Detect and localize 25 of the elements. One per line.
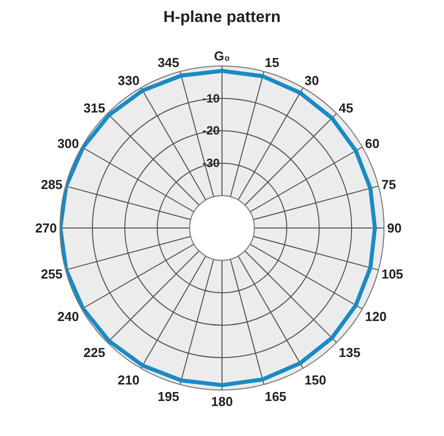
spoke-label: 300	[57, 136, 80, 152]
spoke-label: 195	[158, 389, 180, 404]
spoke-label: 165	[264, 389, 286, 404]
chart-title: H-plane pattern	[163, 9, 281, 26]
spoke-label: 30	[304, 73, 320, 88]
spoke-label: 330	[118, 73, 140, 88]
spoke-label: 315	[84, 100, 106, 116]
spoke-label: 255	[40, 266, 63, 282]
spoke-label: 90	[387, 220, 402, 236]
spoke-label: 105	[381, 266, 404, 282]
spoke-label: 270	[35, 220, 57, 236]
spoke-label: 285	[40, 176, 63, 192]
spoke-label: 75	[381, 176, 396, 192]
spoke-label: 225	[84, 345, 106, 360]
spoke-label: 210	[118, 372, 140, 388]
spoke-label: 120	[364, 308, 387, 324]
spoke-label: 60	[364, 136, 380, 152]
spoke-label: 345	[158, 55, 180, 70]
spoke-label: 135	[338, 345, 360, 360]
spoke-label: 240	[57, 308, 80, 324]
spoke-label: 150	[304, 372, 326, 388]
spoke-label: G₀	[214, 48, 230, 64]
spoke-label: 45	[338, 100, 354, 116]
spoke-label: 15	[264, 55, 280, 70]
spoke-label: 180	[211, 394, 233, 410]
